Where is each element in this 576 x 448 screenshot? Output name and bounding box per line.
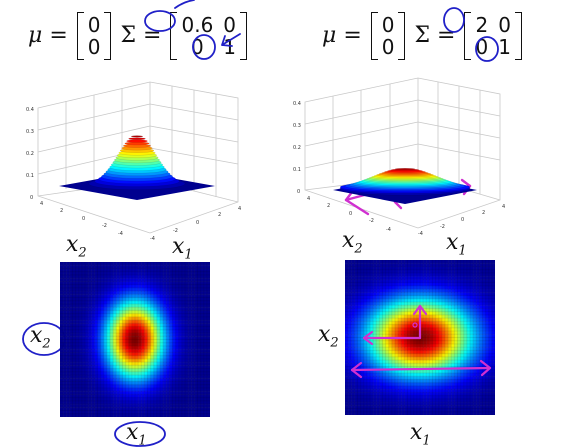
right-contour-x2-label: x2: [318, 322, 339, 350]
left-hand-annotations: [22, 0, 241, 447]
sigma-symbol: Σ: [414, 23, 431, 48]
circle-mark: [443, 7, 465, 33]
circle-mark: [475, 36, 499, 62]
left-y-ticks: -4 -2 0 2 4: [150, 206, 241, 242]
left-z-ticks: 0.4 0.3 0.2 0.1 0: [26, 107, 34, 201]
axis-subscript: 2: [78, 245, 87, 261]
right-surface-x2-label: x2: [342, 228, 363, 256]
axis-subscript: 1: [458, 243, 467, 259]
left-contour-heatmap: [60, 262, 210, 417]
tick-label: 0.2: [293, 145, 301, 151]
tick-label: -4: [150, 236, 155, 242]
mu-entry: 0: [87, 13, 101, 37]
sigma-entry: 2: [475, 13, 489, 37]
tick-label: 0.2: [26, 151, 34, 157]
tick-label: -2: [173, 228, 178, 234]
tick-label: 4: [502, 204, 505, 210]
equals-sign: =: [437, 23, 456, 48]
sigma-symbol: Σ: [120, 23, 137, 48]
sigma-entry: 0: [223, 13, 237, 37]
left-surface-box: [37, 81, 239, 234]
mu-symbol: μ: [28, 23, 43, 48]
sigma-entry: 1: [498, 35, 511, 59]
tick-label: 0.1: [26, 173, 34, 179]
equals-sign: =: [49, 23, 68, 48]
axis-label: x: [410, 420, 423, 445]
x1-circle: [114, 421, 166, 447]
axis-subscript: 1: [138, 433, 147, 448]
axis-subscript: 1: [422, 433, 431, 448]
axis-subscript: 1: [184, 247, 193, 263]
right-surface-x1-label: x1: [446, 230, 467, 258]
tick-label: -2: [440, 224, 445, 230]
right-z-ticks: 0.4 0.3 0.2 0.1 0: [293, 101, 301, 195]
tick-label: -2: [369, 218, 374, 224]
tick-label: 0: [461, 217, 464, 223]
axis-subscript: 2: [354, 241, 363, 257]
circle-mark: [192, 34, 216, 60]
tick-label: 4: [238, 206, 241, 212]
axis-label: x: [126, 420, 139, 445]
mu-entry: 0: [87, 35, 101, 59]
tick-label: 0.3: [293, 123, 301, 129]
tick-label: 0.1: [293, 167, 301, 173]
axis-label: x: [172, 234, 185, 259]
tick-label: 4: [307, 196, 310, 202]
left-contour-x1-label: x1: [126, 420, 147, 448]
tick-label: -4: [418, 231, 423, 237]
tick-label: -2: [102, 223, 107, 229]
mu-vector: 0 0: [370, 12, 406, 60]
axis-label: x: [318, 322, 331, 347]
arrow-mark: [221, 33, 241, 47]
left-contour-x2-label: x2: [30, 323, 51, 351]
tick-label: 2: [327, 203, 330, 209]
left-surface-x1-label: x1: [172, 234, 193, 262]
circle-mark: [144, 10, 176, 32]
sigma-entry: 0: [498, 13, 511, 37]
right-hand-annotations: [443, 7, 499, 62]
mu-vector: 0 0: [76, 12, 112, 60]
axis-label: x: [30, 323, 43, 348]
tick-label: -4: [386, 227, 391, 233]
surface-slice: [128, 137, 146, 140]
tick-label: 0: [297, 189, 300, 195]
axis-label: x: [342, 228, 355, 253]
arrow-mark: [174, 0, 195, 9]
axis-label: x: [66, 232, 79, 257]
tick-label: 4: [40, 201, 43, 207]
axis-subscript: 2: [42, 336, 51, 352]
left-x-ticks: 4 2 0 -2 -4: [40, 201, 123, 237]
mu-entry: 0: [381, 35, 395, 59]
tick-label: -4: [118, 231, 123, 237]
tick-label: 0.3: [26, 129, 34, 135]
right-x-ticks: 4 2 0 -2 -4: [307, 196, 391, 233]
tick-label: 0: [30, 195, 33, 201]
tick-label: 0: [196, 220, 199, 226]
mu-entry: 0: [381, 13, 395, 37]
right-contour-x1-label: x1: [410, 420, 431, 448]
tick-label: 0: [82, 216, 85, 222]
right-y-ticks: -4 -2 0 2 4: [418, 204, 505, 237]
tick-label: 0: [349, 211, 352, 217]
tick-label: 0.4: [293, 101, 301, 107]
surface-slice: [130, 135, 144, 138]
tick-label: 2: [482, 210, 485, 216]
axis-label: x: [446, 230, 459, 255]
tick-label: 0.4: [26, 107, 34, 113]
equals-sign: =: [343, 23, 362, 48]
tick-label: 2: [218, 212, 221, 218]
axis-subscript: 2: [330, 335, 339, 351]
tick-label: 2: [60, 208, 63, 214]
sigma-entry: 0.6: [181, 13, 214, 37]
surface-slice: [394, 168, 416, 170]
left-surface-x2-label: x2: [66, 232, 87, 260]
mu-symbol: μ: [322, 23, 337, 48]
